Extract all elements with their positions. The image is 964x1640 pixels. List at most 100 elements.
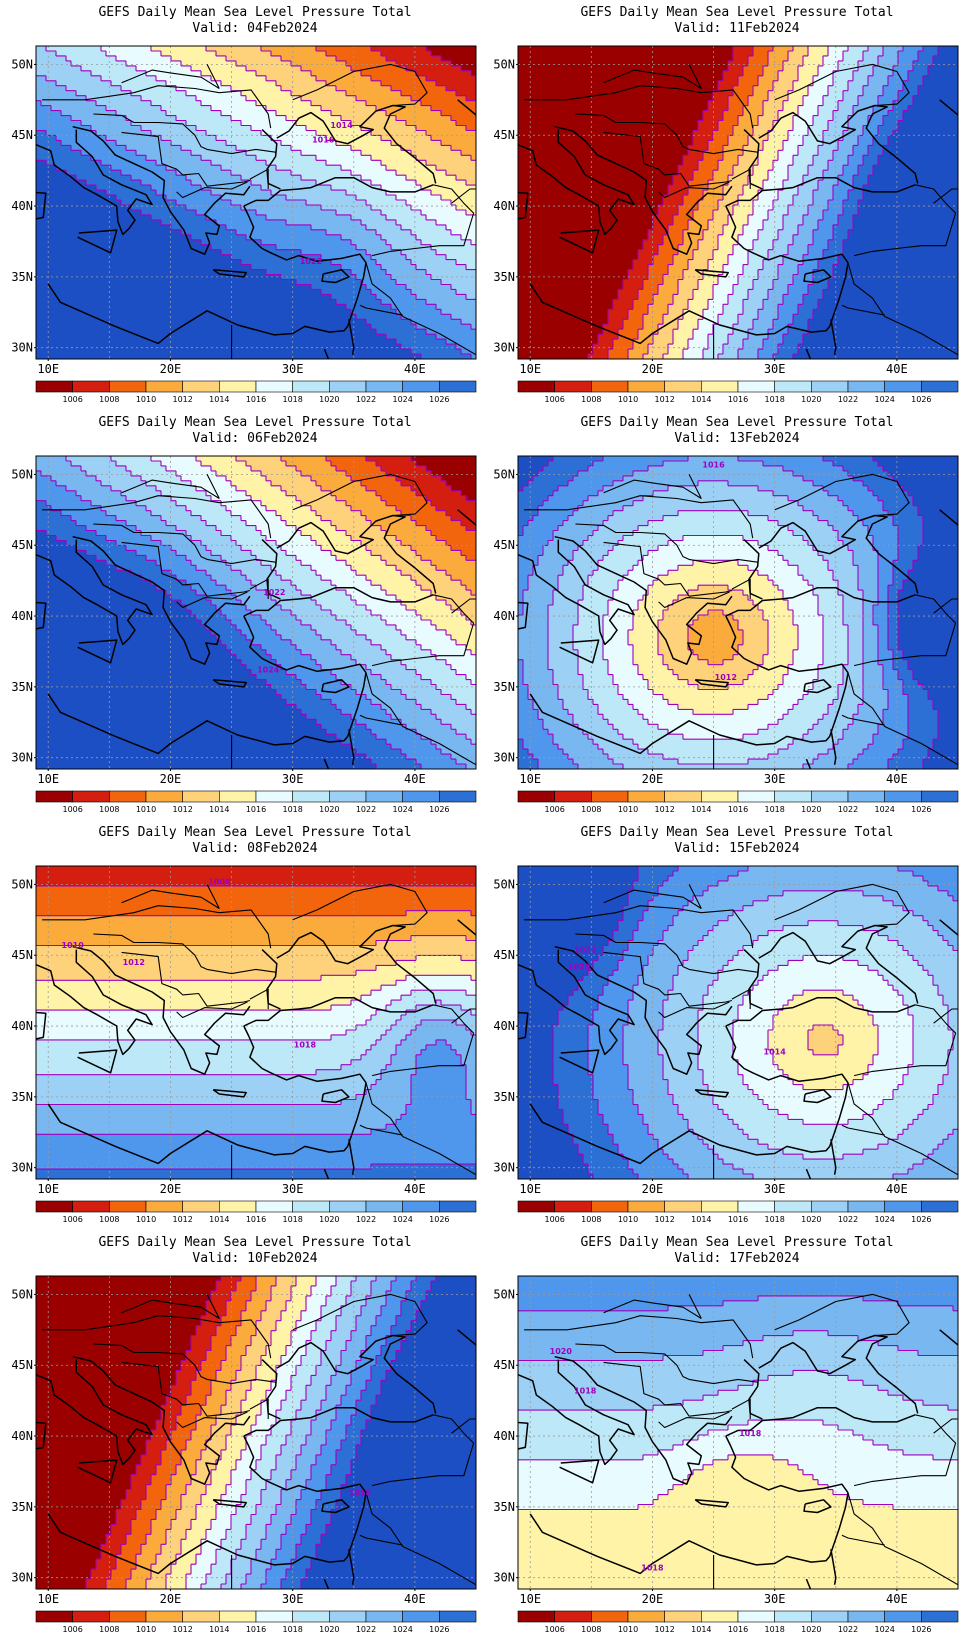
isobars [587, 46, 939, 359]
panel-valid-date: Valid: 11Feb2024 [517, 21, 957, 37]
colorbar-label: 1012 [654, 395, 674, 404]
colorbar-swatch [402, 1610, 440, 1623]
colorbar-swatch [591, 790, 629, 803]
colorbar-swatch [847, 1200, 885, 1213]
colorbar-swatch [517, 790, 555, 803]
colorbar-swatch [884, 790, 922, 803]
colorbar-swatch [145, 380, 183, 393]
colorbar-label: 1024 [874, 1215, 894, 1224]
latitude-tick-label: 35N [493, 680, 515, 694]
colorbar-swatch [145, 1200, 183, 1213]
colorbar-swatch [402, 1200, 440, 1213]
colorbar-swatch [591, 380, 629, 393]
colorbar-swatch [701, 380, 739, 393]
colorbar-label: 1008 [581, 395, 601, 404]
pressure-fill [518, 456, 958, 769]
longitude-tick-label: 30E [282, 362, 304, 376]
colorbar-swatch [884, 1200, 922, 1213]
colorbar-swatch [664, 790, 702, 803]
longitude-tick-label: 10E [519, 772, 541, 786]
coastlines-and-borders [518, 883, 958, 1179]
colorbar-swatch [72, 1200, 110, 1213]
colorbar-label: 1010 [618, 1215, 638, 1224]
colorbar-label: 1010 [618, 395, 638, 404]
panel-title: GEFS Daily Mean Sea Level Pressure Total [517, 825, 957, 841]
colorbar-label: 1006 [62, 1625, 82, 1634]
colorbar-swatch [554, 1610, 592, 1623]
isobar-label: 1020 [568, 962, 591, 971]
longitude-tick-label: 40E [886, 772, 908, 786]
colorbar-swatch [329, 1610, 367, 1623]
colorbar-swatch [182, 790, 220, 803]
colorbar-label: 1018 [282, 1625, 302, 1634]
colorbar-label: 1008 [99, 1215, 119, 1224]
colorbar-label: 1006 [62, 805, 82, 814]
colorbar-swatch [329, 1200, 367, 1213]
isobar-label: 1018 [349, 1489, 372, 1498]
colorbar-label: 1008 [581, 1625, 601, 1634]
colorbar-label: 1022 [838, 1625, 858, 1634]
isobar-label: 1018 [574, 1387, 597, 1396]
isobar-label: 1016 [702, 460, 725, 469]
colorbar-label: 1020 [319, 1215, 339, 1224]
latitude-tick-label: 40N [493, 199, 515, 213]
colorbar-label: 1022 [838, 805, 858, 814]
colorbar-label: 1014 [691, 395, 711, 404]
isobar-label: 1014 [764, 1047, 787, 1056]
longitude-tick-label: 20E [642, 772, 664, 786]
longitude-tick-label: 30E [764, 1182, 786, 1196]
colorbar: 1006 1008 1010 1012 1014 1016 1018 1020 1022 1024… [517, 380, 959, 404]
colorbar-swatch [664, 1610, 702, 1623]
panel-title: GEFS Daily Mean Sea Level Pressure Total [35, 825, 475, 841]
forecast-panel: GEFS Daily Mean Sea Level Pressure Total… [482, 0, 964, 410]
panel-title: GEFS Daily Mean Sea Level Pressure Total [35, 1235, 475, 1251]
map-frame [35, 865, 477, 1180]
colorbar-label: 1006 [544, 395, 564, 404]
colorbar-swatch [255, 790, 293, 803]
colorbar-label: 1018 [764, 1625, 784, 1634]
colorbar-swatch [921, 790, 959, 803]
colorbar-swatch [774, 1200, 812, 1213]
isobar-label: 1010 [62, 941, 85, 950]
colorbar-label: 1020 [801, 1625, 821, 1634]
latitude-tick-label: 45N [493, 128, 515, 142]
lat-lon-gridlines [36, 46, 476, 359]
latitude-tick-label: 35N [493, 1500, 515, 1514]
latitude-tick-label: 50N [493, 877, 515, 891]
colorbar-swatch [365, 380, 403, 393]
map-frame [517, 865, 959, 1180]
colorbar-label: 1016 [246, 1625, 266, 1634]
colorbar-swatch [774, 380, 812, 393]
colorbar-label: 1024 [392, 1625, 412, 1634]
colorbar-swatch [292, 1200, 330, 1213]
latitude-tick-label: 45N [493, 538, 515, 552]
lat-lon-gridlines [518, 866, 958, 1179]
colorbar-label: 1008 [581, 805, 601, 814]
colorbar-swatch [109, 1200, 147, 1213]
colorbar-swatch [737, 380, 775, 393]
latitude-tick-label: 40N [493, 609, 515, 623]
longitude-tick-label: 40E [404, 362, 426, 376]
longitude-tick-label: 30E [764, 362, 786, 376]
latitude-tick-label: 50N [493, 467, 515, 481]
colorbar-label: 1014 [691, 1625, 711, 1634]
pressure-map: 1020 1018 1018 1018 50N 45N 40N 35N 30N 10E 20E 30E… [493, 1275, 959, 1634]
longitude-tick-label: 30E [764, 1592, 786, 1606]
colorbar-swatch [182, 1200, 220, 1213]
panel-title: GEFS Daily Mean Sea Level Pressure Total [517, 5, 957, 21]
colorbar-label: 1006 [544, 1625, 564, 1634]
panel-title: GEFS Daily Mean Sea Level Pressure Total [35, 415, 475, 431]
latitude-tick-label: 50N [493, 1287, 515, 1301]
latitude-tick-label: 45N [11, 1358, 33, 1372]
latitude-tick-label: 30N [11, 341, 33, 355]
colorbar-swatch [292, 380, 330, 393]
colorbar-swatch [72, 1610, 110, 1623]
colorbar-swatch [72, 790, 110, 803]
colorbar-swatch [627, 380, 665, 393]
latitude-tick-label: 45N [11, 128, 33, 142]
colorbar-swatch [737, 790, 775, 803]
colorbar-label: 1014 [209, 1625, 229, 1634]
colorbar-label: 1012 [654, 1625, 674, 1634]
colorbar-swatch [365, 790, 403, 803]
